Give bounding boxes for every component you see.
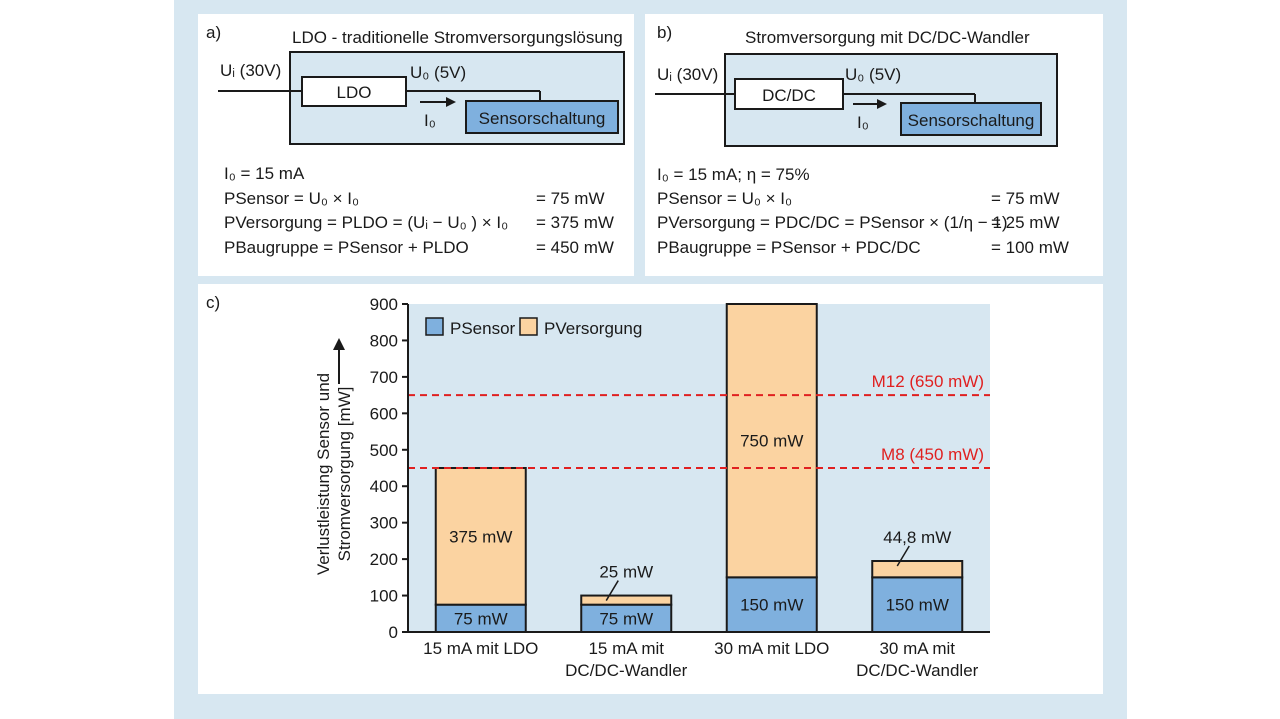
data-label-versorgung: 750 mW <box>740 432 803 451</box>
y-tick-label: 200 <box>370 550 398 569</box>
sensor-block-label: Sensorschaltung <box>479 109 606 128</box>
equation-pversorgung-value: = 25 mW <box>991 213 1060 232</box>
data-label-versorgung: 375 mW <box>449 527 512 546</box>
equation-psensor: PSensor = U₀ × I₀ <box>224 189 359 208</box>
y-tick-label: 700 <box>370 368 398 387</box>
ldo-diagram: a) LDO - traditionelle Stromversorgungsl… <box>206 23 625 257</box>
equation-pversorgung: PVersorgung = PDC/DC = PSensor × (1/η − … <box>657 213 1008 232</box>
panel-dcdc: b) Stromversorgung mit DC/DC-Wandler DC/… <box>645 14 1103 276</box>
reference-line-label: M8 (450 mW) <box>881 445 984 464</box>
input-voltage-label: Uᵢ (30V) <box>657 65 718 84</box>
sensor-block <box>900 102 1042 136</box>
panel-b-label: b) <box>657 23 672 42</box>
data-label-versorgung: 44,8 mW <box>883 528 951 547</box>
equation-current: I₀ = 15 mA; η = 75% <box>657 165 810 184</box>
output-voltage-label: U₀ (5V) <box>845 65 901 84</box>
equation-pversorgung: PVersorgung = PLDO = (Uᵢ − U₀ ) × I₀ <box>224 213 508 232</box>
bar-sensor <box>580 603 673 633</box>
data-label-sensor: 150 mW <box>740 596 803 615</box>
ldo-block-label: LDO <box>337 83 372 102</box>
equation-psensor-value: = 75 mW <box>536 189 605 208</box>
ldo-block <box>301 76 407 107</box>
data-label-sensor: 75 mW <box>454 609 508 628</box>
y-tick-label: 400 <box>370 477 398 496</box>
y-axis-label-line1: Verlustleistung Sensor und <box>314 373 333 575</box>
panel-ldo: a) LDO - traditionelle Stromversorgungsl… <box>198 14 634 276</box>
y-axis-arrow-head <box>333 338 345 350</box>
bar-versorgung <box>871 560 964 579</box>
y-tick-label: 900 <box>370 295 398 314</box>
y-axis-label-line2: Stromversorgung [mW] <box>335 387 354 562</box>
equation-pversorgung-value: = 375 mW <box>536 213 614 232</box>
y-tick-label: 600 <box>370 404 398 423</box>
legend-versorgung-label: PVersorgung <box>544 319 642 338</box>
legend-versorgung-swatch <box>519 317 538 336</box>
current-label: I₀ <box>857 113 869 132</box>
y-tick-label: 500 <box>370 441 398 460</box>
dcdc-diagram: b) Stromversorgung mit DC/DC-Wandler DC/… <box>655 23 1069 257</box>
bar-versorgung <box>580 594 673 606</box>
bar-sensor <box>871 576 964 634</box>
reference-lines: M12 (650 mW) M8 (450 mW) <box>408 372 990 469</box>
x-category-label: 15 mA mit <box>588 639 664 658</box>
panel-a-label: a) <box>206 23 221 42</box>
y-axis-label: Verlustleistung Sensor und Stromversorgu… <box>314 373 354 575</box>
x-category-label: DC/DC-Wandler <box>565 661 688 680</box>
current-arrow-head <box>446 97 456 107</box>
y-tick-label: 100 <box>370 587 398 606</box>
data-label-versorgung: 25 mW <box>599 563 653 582</box>
data-label-sensor: 150 mW <box>886 596 949 615</box>
x-category-label: DC/DC-Wandler <box>856 661 979 680</box>
equation-psensor: PSensor = U₀ × I₀ <box>657 189 792 208</box>
y-tick-label: 0 <box>389 623 398 642</box>
current-label: I₀ <box>424 111 436 130</box>
sensor-block <box>465 100 619 134</box>
equation-pbaugruppe: PBaugruppe = PSensor + PLDO <box>224 238 469 257</box>
reference-line-label: M12 (650 mW) <box>872 372 984 391</box>
equation-current: I₀ = 15 mA <box>224 164 305 183</box>
axis-ticks: 0 100 200 300 400 500 600 700 800 900 <box>370 295 408 642</box>
x-category-label: 30 mA mit LDO <box>714 639 829 658</box>
equation-psensor-value: = 75 mW <box>991 189 1060 208</box>
data-label-sensor: 75 mW <box>599 609 653 628</box>
bar-versorgung <box>725 303 818 579</box>
legend-sensor-label: PSensor <box>450 319 516 338</box>
data-label-leader <box>605 580 619 601</box>
panel-chart: c) 0 100 200 300 400 500 600 700 800 900 75 mW 375… <box>198 284 1103 694</box>
panel-a-title: LDO - traditionelle Stromversorgungslösu… <box>292 28 623 47</box>
input-voltage-label: Uᵢ (30V) <box>220 61 281 80</box>
x-category-label: 30 mA mit <box>879 639 955 658</box>
panel-b-title: Stromversorgung mit DC/DC-Wandler <box>745 28 1030 47</box>
panel-c-label: c) <box>206 293 220 312</box>
x-category-label: 15 mA mit LDO <box>423 639 538 658</box>
sensor-block-label: Sensorschaltung <box>908 111 1035 130</box>
legend-sensor-swatch <box>425 317 444 336</box>
dcdc-block <box>734 78 844 110</box>
y-tick-label: 300 <box>370 514 398 533</box>
equation-pbaugruppe: PBaugruppe = PSensor + PDC/DC <box>657 238 921 257</box>
equation-pbaugruppe-value: = 100 mW <box>991 238 1069 257</box>
output-voltage-label: U₀ (5V) <box>410 63 466 82</box>
y-tick-label: 800 <box>370 331 398 350</box>
data-label-leader <box>896 545 910 567</box>
equation-pbaugruppe-value: = 450 mW <box>536 238 614 257</box>
dcdc-block-label: DC/DC <box>762 86 816 105</box>
power-loss-chart: c) 0 100 200 300 400 500 600 700 800 900 75 mW 375… <box>206 293 990 680</box>
current-arrow-head <box>877 99 887 109</box>
